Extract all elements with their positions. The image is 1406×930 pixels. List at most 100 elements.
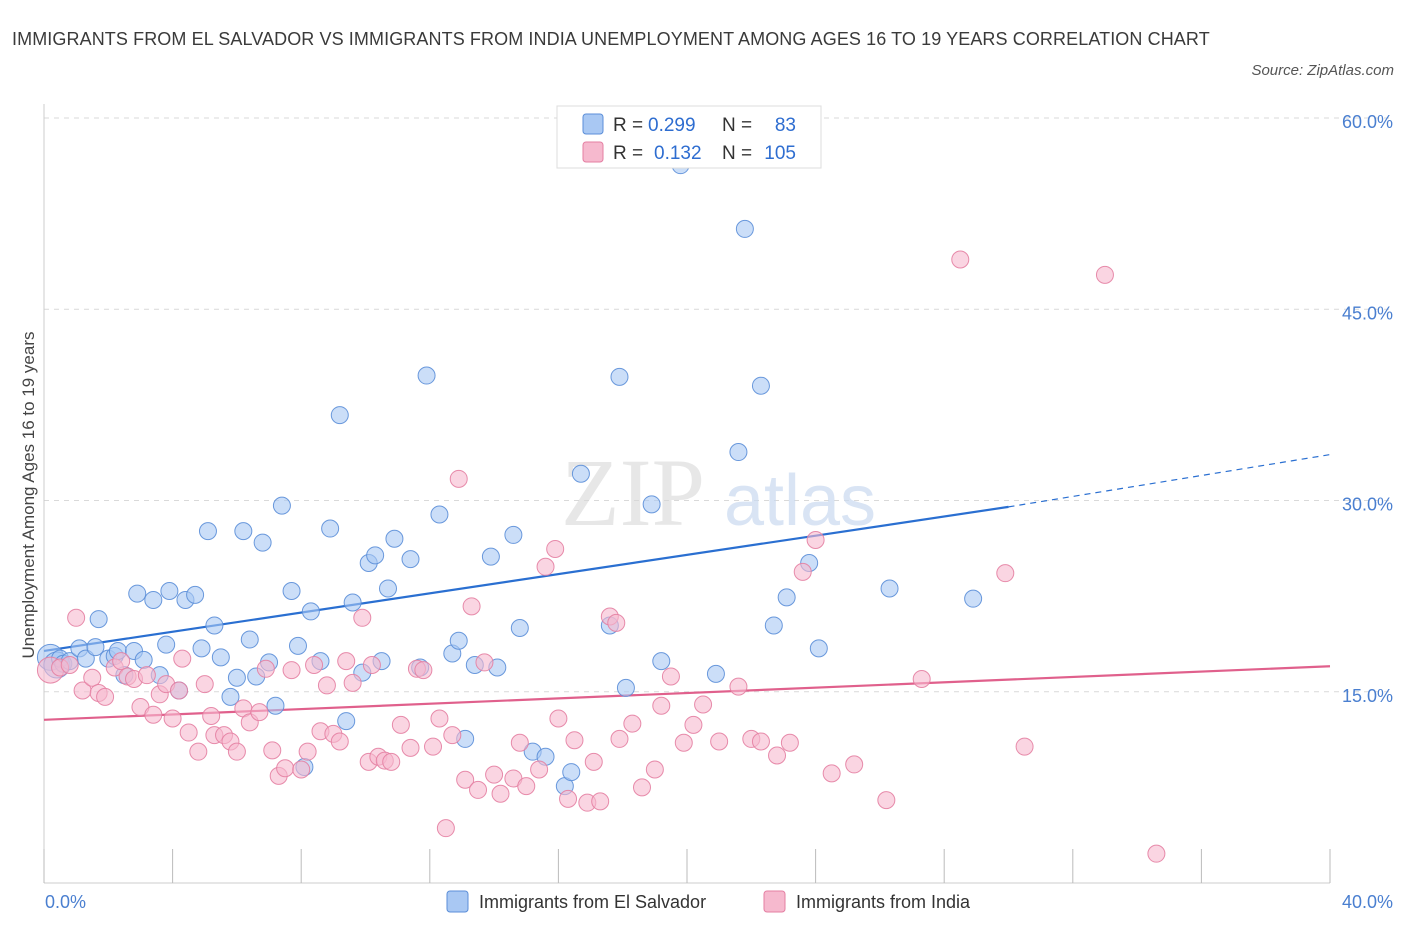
india-point <box>559 789 578 808</box>
india-point <box>195 675 214 694</box>
grid-layer <box>44 117 1394 693</box>
india-point <box>584 752 603 771</box>
india-point <box>343 673 362 692</box>
india-point <box>951 250 970 269</box>
x-tick-label: 0.0% <box>45 892 86 912</box>
legend-n-label-1: N = <box>722 115 752 136</box>
el-salvador-point <box>288 636 307 655</box>
india-point <box>449 469 468 488</box>
el-salvador-point <box>510 619 529 637</box>
el-salvador-point <box>562 763 581 782</box>
el-salvador-point <box>777 588 796 607</box>
el-salvador-point <box>504 525 523 544</box>
india-point <box>83 668 102 687</box>
el-salvador-point <box>221 687 240 706</box>
india-point <box>250 703 269 722</box>
x-tick-label: 40.0% <box>1342 892 1393 912</box>
legend-swatch-blue <box>582 113 604 135</box>
india-point <box>475 653 494 672</box>
el-salvador-point <box>337 712 356 731</box>
el-salvador-point <box>282 582 301 601</box>
india-point <box>401 738 420 757</box>
india-point <box>173 649 192 668</box>
india-point <box>806 531 825 550</box>
india-point <box>424 737 443 756</box>
legend-r-value-2: 0.132 <box>654 143 702 164</box>
india-point <box>189 742 208 761</box>
el-salvador-point <box>160 582 179 601</box>
india-point <box>845 755 864 774</box>
el-salvador-point <box>449 631 468 650</box>
watermark-zip: ZIP <box>561 439 705 546</box>
india-point <box>430 709 449 728</box>
y-tick-label: 30.0% <box>1342 495 1393 515</box>
el-salvador-point <box>343 593 362 612</box>
india-point <box>710 732 729 751</box>
india-point <box>822 764 841 783</box>
el-salvador-point <box>610 367 629 386</box>
points-layer <box>36 156 1166 863</box>
bottom-legend-swatch-blue <box>446 890 469 913</box>
india-point <box>96 687 115 706</box>
india-point <box>610 729 629 748</box>
bottom-legend: Immigrants from El Salvador Immigrants f… <box>446 890 971 913</box>
el-salvador-point <box>301 602 320 621</box>
legend-n-label-2: N = <box>722 143 752 164</box>
el-salvador-point <box>729 443 748 462</box>
india-point <box>67 608 86 627</box>
india-point <box>1147 844 1166 863</box>
india-point <box>170 681 189 700</box>
legend-r-label-1: R = <box>613 115 643 136</box>
india-point <box>298 742 317 761</box>
bottom-legend-label-india: Immigrants from India <box>796 892 971 912</box>
india-point <box>694 695 713 714</box>
india-point <box>645 760 664 779</box>
india-point <box>632 778 651 797</box>
india-point <box>751 732 770 751</box>
india-point <box>485 765 504 784</box>
india-point <box>793 562 812 581</box>
india-point <box>144 705 163 724</box>
source-label: Source: ZipAtlas.com <box>1251 62 1394 79</box>
india-point <box>768 746 787 765</box>
india-point <box>330 732 349 751</box>
india-point <box>607 613 626 632</box>
india-point <box>729 677 748 696</box>
india-point <box>652 696 671 715</box>
el-salvador-point <box>192 639 211 658</box>
el-salvador-point <box>735 219 754 238</box>
india-point <box>780 733 799 752</box>
el-salvador-point <box>89 610 108 629</box>
india-point <box>517 777 536 796</box>
el-salvador-point <box>272 496 291 515</box>
el-salvador-point <box>330 406 349 425</box>
india-point <box>565 731 584 750</box>
el-salvador-point <box>134 650 153 669</box>
legend-r-value-1: 0.299 <box>648 115 696 136</box>
india-point <box>60 655 79 674</box>
india-point <box>491 784 510 803</box>
el-salvador-point <box>198 522 217 541</box>
legend-swatch-pink <box>582 141 604 163</box>
el-salvador-point <box>385 529 404 548</box>
india-point <box>530 760 549 779</box>
india-point <box>510 733 529 752</box>
el-salvador-point <box>481 547 500 566</box>
india-point <box>912 670 931 688</box>
india-point <box>163 709 182 728</box>
india-point <box>684 715 703 734</box>
india-point <box>263 741 282 760</box>
india-point <box>282 661 301 680</box>
india-point <box>877 791 896 810</box>
el-salvador-point <box>417 366 436 385</box>
india-point <box>137 666 156 685</box>
el-salvador-point <box>880 579 899 598</box>
el-salvador-trend-extension <box>1008 454 1331 508</box>
el-salvador-point <box>240 630 259 649</box>
india-point <box>623 714 642 733</box>
india-point <box>391 715 410 734</box>
india-point <box>414 661 433 680</box>
india-point <box>1015 737 1034 756</box>
india-point <box>112 652 131 671</box>
